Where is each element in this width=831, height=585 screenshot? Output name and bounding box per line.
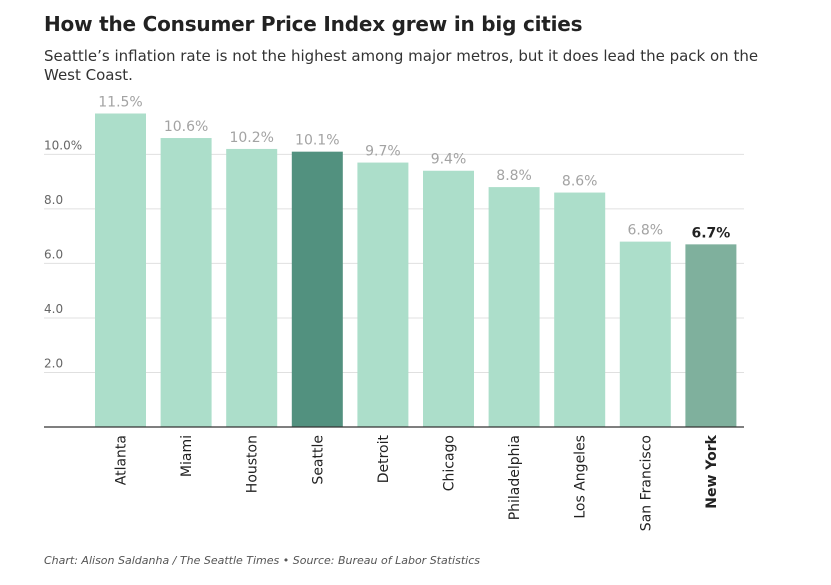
- x-tick-label: Houston: [245, 435, 261, 493]
- bar-detroit: [357, 162, 409, 427]
- bar-atlanta: [95, 113, 146, 427]
- x-tick-label: Seattle: [310, 435, 326, 485]
- x-tick-label: San Francisco: [638, 435, 654, 531]
- bar-seattle: [291, 151, 343, 427]
- bar-new-york: [685, 244, 737, 427]
- chart-subtitle: Seattle’s inflation rate is not the high…: [44, 47, 759, 84]
- bar-san-francisco: [619, 241, 671, 427]
- value-label: 8.6%: [562, 174, 598, 190]
- value-label: 10.1%: [295, 133, 339, 149]
- bar-houston: [226, 148, 278, 427]
- value-label: 6.7%: [691, 225, 730, 241]
- x-tick-label: Detroit: [376, 434, 392, 483]
- x-tick-label: Miami: [179, 435, 195, 477]
- bar-philadelphia: [488, 187, 540, 427]
- x-tick-label: Chicago: [442, 435, 458, 491]
- value-labels: 11.5% 10.6% 10.2% 10.1% 9.7% 9.4% 8.8% 8.6% 6.8%…: [98, 95, 730, 242]
- bar-los-angeles: [554, 192, 606, 427]
- value-label: 10.2%: [229, 130, 273, 146]
- value-label: 11.5%: [98, 95, 142, 111]
- x-tick-label: New York: [704, 434, 720, 508]
- value-label: 9.7%: [365, 144, 401, 160]
- y-tick-label: 4.0: [44, 302, 63, 316]
- value-label: 9.4%: [431, 152, 467, 168]
- value-label: 6.8%: [628, 223, 664, 239]
- chart-credit: Chart: Alison Saldanha / The Seattle Tim…: [44, 554, 480, 567]
- value-label: 10.6%: [164, 119, 208, 135]
- y-tick-label: 2.0: [44, 356, 63, 370]
- y-axis-ticks: 2.0 4.0 6.0 8.0 10.0%: [44, 138, 82, 370]
- bar-miami: [160, 138, 212, 427]
- y-tick-label: 6.0: [44, 247, 63, 261]
- x-tick-label: Atlanta: [114, 435, 130, 485]
- bars: [95, 113, 737, 427]
- y-tick-label: 8.0: [44, 193, 63, 207]
- x-axis-labels: Atlanta Miami Houston Seattle Detroit Chicago…: [114, 434, 720, 531]
- y-tick-label: 10.0%: [44, 138, 82, 152]
- x-tick-label: Philadelphia: [507, 435, 523, 520]
- chart-title: How the Consumer Price Index grew in big…: [44, 12, 583, 36]
- bar-chicago: [423, 170, 474, 427]
- x-tick-label: Los Angeles: [573, 435, 589, 519]
- value-label: 8.8%: [496, 168, 532, 184]
